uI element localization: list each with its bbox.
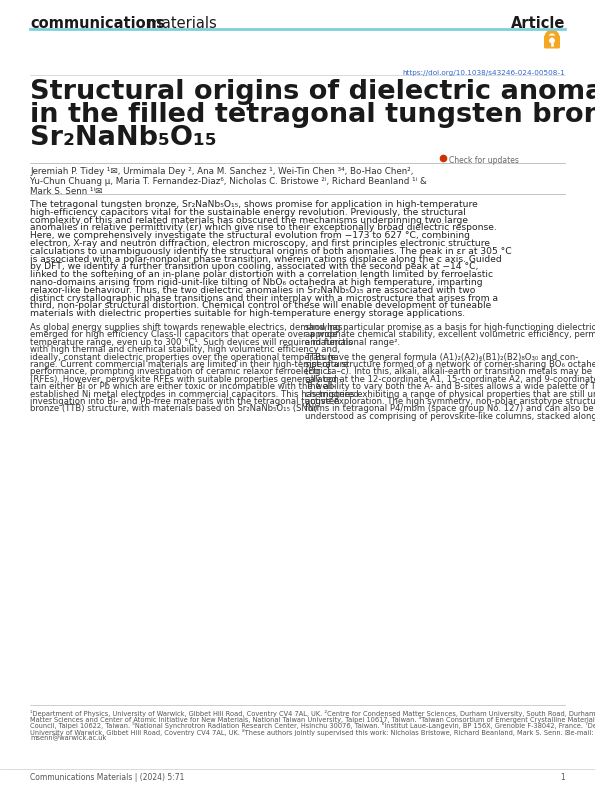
Text: is associated with a polar-nonpolar phase transition, wherein cations displace a: is associated with a polar-nonpolar phas… bbox=[30, 255, 502, 263]
Text: Jeremiah P. Tidey ¹✉, Urmimala Dey ², Ana M. Sanchez ¹, Wei-Tin Chen ³⁴, Bo-Hao : Jeremiah P. Tidey ¹✉, Urmimala Dey ², An… bbox=[30, 167, 414, 176]
Text: msenn@warwick.ac.uk: msenn@warwick.ac.uk bbox=[30, 735, 107, 741]
Text: third, non-polar structural distortion. Chemical control of these will enable de: third, non-polar structural distortion. … bbox=[30, 301, 491, 310]
Text: performance, prompting investigation of ceramic relaxor ferroelectrics: performance, prompting investigation of … bbox=[30, 367, 332, 377]
Text: active exploration. The high symmetry, non-polar aristotype structure: active exploration. The high symmetry, n… bbox=[305, 397, 595, 406]
Circle shape bbox=[550, 38, 554, 43]
Text: ¹Department of Physics, University of Warwick, Gibbet Hill Road, Coventry CV4 7A: ¹Department of Physics, University of Wa… bbox=[30, 710, 595, 717]
Text: Mark S. Senn ¹ⁱ✉: Mark S. Senn ¹ⁱ✉ bbox=[30, 187, 102, 196]
Text: https://doi.org/10.1038/s43246-024-00508-1: https://doi.org/10.1038/s43246-024-00508… bbox=[402, 70, 565, 76]
Text: calculations to unambiguously identify the structural origins of both anomalies.: calculations to unambiguously identify t… bbox=[30, 247, 512, 255]
Text: emerged for high efficiency Class-II capacitors that operate over a wide: emerged for high efficiency Class-II cap… bbox=[30, 331, 337, 339]
Text: sist of a structure formed of a network of corner-sharing BO₆ octahedra: sist of a structure formed of a network … bbox=[305, 360, 595, 369]
Text: established Ni metal electrodes in commercial capacitors. This has triggered: established Ni metal electrodes in comme… bbox=[30, 390, 359, 399]
Text: range. Current commercial materials are limited in their high-temperature: range. Current commercial materials are … bbox=[30, 360, 348, 369]
Text: in the filled tetragonal tungsten bronze: in the filled tetragonal tungsten bronze bbox=[30, 102, 595, 128]
Text: forms in tetragonal P4/mbm (space group No. 127) and can also be: forms in tetragonal P4/mbm (space group … bbox=[305, 404, 594, 414]
Text: high-efficiency capacitors vital for the sustainable energy revolution. Previous: high-efficiency capacitors vital for the… bbox=[30, 208, 466, 217]
Text: understood as comprising of perovskite-like columns, stacked along c and: understood as comprising of perovskite-l… bbox=[305, 412, 595, 421]
Text: anomalies in relative permittivity (εr) which give rise to their exceptionally b: anomalies in relative permittivity (εr) … bbox=[30, 223, 497, 233]
Text: by DFT, we identify a further transition upon cooling, associated with the secon: by DFT, we identify a further transition… bbox=[30, 263, 478, 271]
Text: Council, Taipei 10622, Taiwan. ⁵National Synchrotron Radiation Research Center, : Council, Taipei 10622, Taiwan. ⁵National… bbox=[30, 722, 595, 729]
Text: The tetragonal tungsten bronze, Sr₂NaNb₅O₁₅, shows promise for application in hi: The tetragonal tungsten bronze, Sr₂NaNb₅… bbox=[30, 200, 478, 209]
FancyBboxPatch shape bbox=[544, 36, 559, 47]
Text: electron, X-ray and neutron diffraction, electron microscopy, and first principl: electron, X-ray and neutron diffraction,… bbox=[30, 239, 490, 248]
Text: complexity of this and related materials has obscured the mechanisms underpinnin: complexity of this and related materials… bbox=[30, 216, 468, 225]
Text: with high thermal and chemical stability, high volumetric efficiency and,: with high thermal and chemical stability… bbox=[30, 345, 340, 354]
Text: Structural origins of dielectric anomalies: Structural origins of dielectric anomali… bbox=[30, 79, 595, 105]
Text: The ability to vary both the A- and B-sites allows a wide palette of TTB: The ability to vary both the A- and B-si… bbox=[305, 382, 595, 392]
Text: tain either Bi or Pb which are either toxic or incompatible with the well-: tain either Bi or Pb which are either to… bbox=[30, 382, 336, 392]
Text: Matter Sciences and Center of Atomic Initiative for New Materials, National Taiw: Matter Sciences and Center of Atomic Ini… bbox=[30, 716, 595, 723]
Text: showing particular promise as a basis for high-functioning dielectrics with: showing particular promise as a basis fo… bbox=[305, 323, 595, 332]
Text: Article: Article bbox=[511, 16, 565, 31]
Text: calated at the 12-coordinate A1, 15-coordinate A2, and 9-coordinate C sites.: calated at the 12-coordinate A1, 15-coor… bbox=[305, 375, 595, 384]
Text: nano-domains arising from rigid-unit-like tilting of NbO₆ octahedra at high temp: nano-domains arising from rigid-unit-lik… bbox=[30, 278, 483, 287]
Text: appropriate chemical stability, excellent volumetric efficiency, permittivity,: appropriate chemical stability, excellen… bbox=[305, 331, 595, 339]
Text: (Fig. 1a–c). Into this, alkali, alkali-earth or transition metals may be inter-: (Fig. 1a–c). Into this, alkali, alkali-e… bbox=[305, 367, 595, 377]
Text: materials with dielectric properties suitable for high-temperature energy storag: materials with dielectric properties sui… bbox=[30, 309, 465, 318]
Text: Yu-Chun Chuang µ, Maria T. Fernandez-Diaz⁶, Nicholas C. Bristowe ²ⁱ, Richard Bea: Yu-Chun Chuang µ, Maria T. Fernandez-Dia… bbox=[30, 177, 427, 186]
Text: chemistries exhibiting a range of physical properties that are still under: chemistries exhibiting a range of physic… bbox=[305, 390, 595, 399]
Text: investigation into Bi- and Pb-free materials with the tetragonal tungsten: investigation into Bi- and Pb-free mater… bbox=[30, 397, 340, 406]
Text: (RFEs). However, perovskite RFEs with suitable properties generally con-: (RFEs). However, perovskite RFEs with su… bbox=[30, 375, 342, 384]
Text: distinct crystallographic phase transitions and their interplay with a microstru: distinct crystallographic phase transiti… bbox=[30, 293, 498, 303]
Text: ideally, constant dielectric properties over the operational temperature: ideally, constant dielectric properties … bbox=[30, 353, 336, 361]
Text: University of Warwick, Gibbet Hill Road, Coventry CV4 7AL, UK. ⁸These authors jo: University of Warwick, Gibbet Hill Road,… bbox=[30, 729, 595, 736]
Text: materials: materials bbox=[143, 16, 217, 31]
Text: 1: 1 bbox=[560, 773, 565, 782]
Text: linked to the softening of an in-plane polar distortion with a correlation lengt: linked to the softening of an in-plane p… bbox=[30, 271, 493, 279]
Text: temperature range, even up to 300 °C¹. Such devices will require materials: temperature range, even up to 300 °C¹. S… bbox=[30, 338, 353, 346]
Text: Sr₂NaNb₅O₁₅: Sr₂NaNb₅O₁₅ bbox=[30, 125, 217, 151]
Text: and functional range².: and functional range². bbox=[305, 338, 400, 346]
Text: Check for updates: Check for updates bbox=[449, 156, 519, 165]
Text: TTBs have the general formula (A1)₂(A2)₄(B1)₂(B2)₈O₃₀ and con-: TTBs have the general formula (A1)₂(A2)₄… bbox=[305, 353, 578, 361]
Text: Here, we comprehensively investigate the structural evolution from −173 to 627 °: Here, we comprehensively investigate the… bbox=[30, 231, 470, 240]
Text: Communications Materials | (2024) 5:71: Communications Materials | (2024) 5:71 bbox=[30, 773, 184, 782]
Text: relaxor-like behaviour. Thus, the two dielectric anomalies in Sr₂NaNb₅O₁₅ are as: relaxor-like behaviour. Thus, the two di… bbox=[30, 286, 475, 295]
Text: communications: communications bbox=[30, 16, 165, 31]
Text: As global energy supplies shift towards renewable electrics, demand has: As global energy supplies shift towards … bbox=[30, 323, 343, 332]
Text: bronze (TTB) structure, with materials based on Sr₂NaNb₅O₁₅ (SNN): bronze (TTB) structure, with materials b… bbox=[30, 404, 317, 414]
